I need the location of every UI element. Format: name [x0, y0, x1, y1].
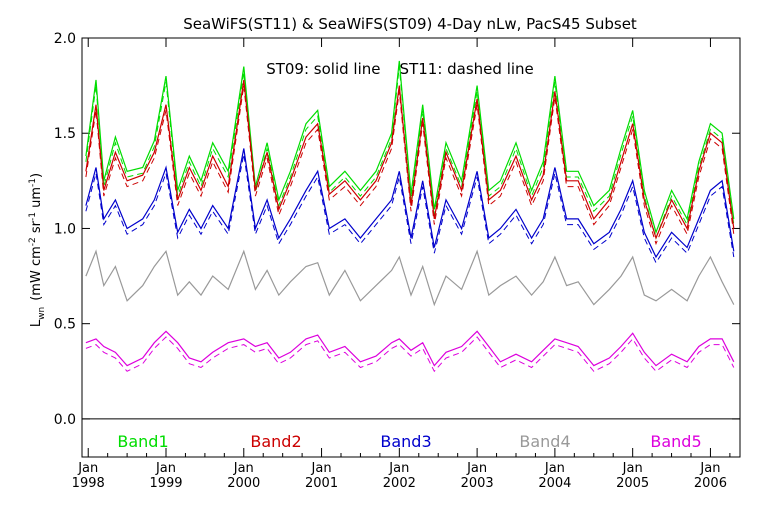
x-tick-year-label: 2000 — [227, 476, 260, 491]
y-axis-label: Lwn(mW cm-2 sr-1 um-1) — [28, 173, 47, 327]
legend-label: Band4 — [519, 432, 570, 451]
y-axis-label-units: (mW cm — [29, 246, 44, 301]
x-tick-year-label: 2001 — [305, 476, 338, 491]
x-tick-year-label: 2002 — [383, 476, 416, 491]
plot-frame — [81, 37, 741, 458]
x-tick-year-label: 2005 — [616, 476, 649, 491]
x-tick-month-label: Jan — [466, 461, 487, 476]
y-axis-label-sub: wn — [37, 307, 47, 320]
series-line-dashed — [85, 85, 735, 246]
x-tick-month-label: Jan — [388, 461, 409, 476]
y-tick-label: 0.0 — [54, 412, 76, 428]
y-axis-label-exp-1: -2 — [28, 237, 38, 246]
x-tick-month-label: Jan — [233, 461, 254, 476]
legend-label: Band5 — [650, 432, 701, 451]
x-tick-year-label: 2006 — [694, 476, 727, 491]
x-tick-month-label: Jan — [311, 461, 332, 476]
x-tick-year-label: 1999 — [149, 476, 182, 491]
y-axis-label-units-3: um — [29, 187, 44, 212]
series-line-solid — [85, 148, 735, 259]
y-tick-label: 1.0 — [54, 221, 76, 237]
x-tick-year-label: 2003 — [461, 476, 494, 491]
x-tick-month-label: Jan — [622, 461, 643, 476]
chart-title: SeaWiFS(ST11) & SeaWiFS(ST09) 4-Day nLw,… — [183, 15, 637, 33]
x-tick-month-label: Jan — [155, 461, 176, 476]
series-line-dashed — [85, 336, 735, 373]
y-axis-label-units-2: sr — [29, 220, 44, 237]
plot-area: 0.00.51.01.52.0Jan1998Jan1999Jan2000Jan2… — [54, 31, 741, 491]
x-tick-month-label: Jan — [77, 461, 98, 476]
series-line-dashed — [85, 66, 735, 240]
x-tick-month-label: Jan — [544, 461, 565, 476]
series-line-solid — [85, 249, 735, 307]
legend-label: Band2 — [250, 432, 301, 451]
x-tick-year-label: 1998 — [72, 476, 105, 491]
x-tick-year-label: 2004 — [538, 476, 571, 491]
y-tick-label: 0.5 — [54, 317, 76, 333]
series-line-dashed — [85, 154, 735, 264]
series-line-solid — [85, 79, 735, 240]
y-tick-label: 1.5 — [54, 126, 76, 142]
x-tick-month-label: Jan — [699, 461, 720, 476]
y-axis-label-main: L — [29, 319, 44, 327]
y-axis-label-units-4: ) — [29, 173, 44, 178]
legend-label: Band3 — [380, 432, 431, 451]
y-axis-label-exp-3: -1 — [28, 178, 38, 187]
y-axis-label-exp-2: -1 — [28, 212, 38, 221]
legend-label: Band1 — [117, 432, 168, 451]
y-tick-label: 2.0 — [54, 31, 76, 47]
series-line-solid — [85, 330, 735, 367]
